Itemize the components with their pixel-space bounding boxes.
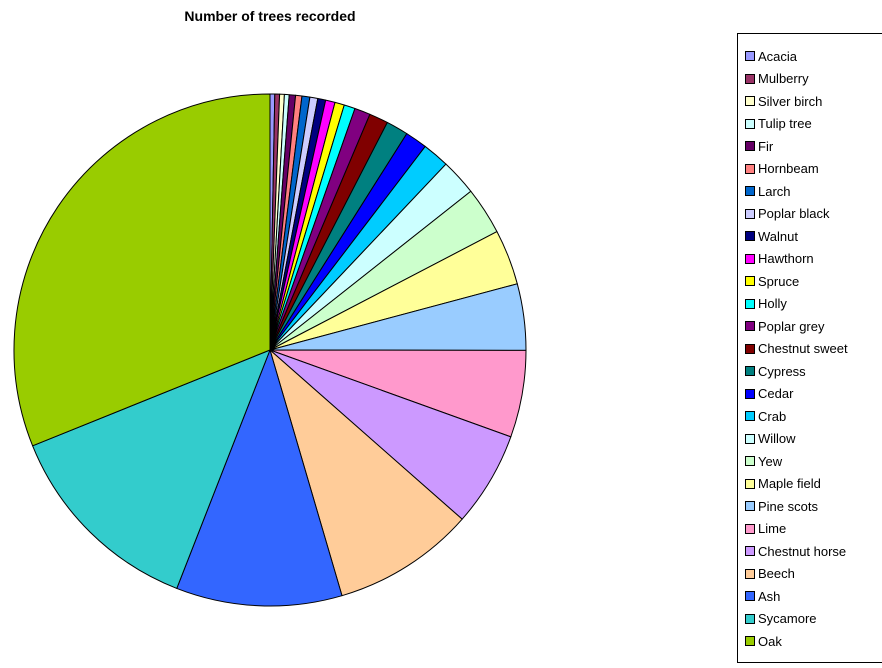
legend-swatch [745, 298, 755, 309]
legend-item: Hornbeam [745, 159, 819, 179]
legend-swatch [745, 411, 755, 421]
legend-swatch [745, 343, 755, 354]
legend-item: Spruce [745, 271, 799, 291]
legend: Acacia Mulberry Silver birch Tulip tree Fir H… [737, 33, 882, 663]
legend-item: Sycamore [745, 609, 817, 629]
legend-swatch [745, 523, 755, 534]
legend-item: Willow [745, 429, 796, 449]
legend-label: Chestnut horse [758, 543, 847, 559]
legend-item: Chestnut sweet [745, 339, 848, 359]
legend-swatch [745, 456, 755, 466]
legend-swatch [745, 433, 755, 444]
legend-label: Sycamore [758, 611, 817, 626]
legend-label: Oak [758, 633, 782, 649]
legend-label: Maple field [758, 476, 821, 491]
legend-swatch [745, 186, 755, 196]
legend-swatch [745, 591, 755, 601]
legend-item: Mulberry [745, 69, 809, 89]
pie-slice-ash [176, 349, 343, 607]
legend-item: Chestnut horse [745, 541, 846, 561]
legend-swatch [745, 51, 755, 61]
legend-swatch [745, 96, 755, 106]
legend-label: Ash [758, 588, 781, 604]
legend-swatch [745, 321, 755, 331]
legend-item: Walnut [745, 226, 798, 246]
legend-label: Mulberry [758, 71, 809, 86]
legend-item: Cedar [745, 384, 793, 404]
legend-swatch [745, 118, 755, 129]
legend-label: Beech [758, 566, 795, 581]
legend-label: Cedar [758, 386, 794, 401]
legend-item: Crab [745, 406, 786, 426]
legend-label: Fir [758, 138, 774, 154]
legend-swatch [745, 546, 755, 556]
legend-swatch [745, 501, 755, 511]
legend-label: Spruce [758, 273, 800, 289]
legend-label: Acacia [758, 48, 798, 64]
chart-title: Number of trees recorded [184, 8, 356, 24]
legend-swatch [745, 636, 755, 646]
legend-swatch [745, 478, 755, 489]
legend-swatch [745, 388, 755, 399]
legend-label: Yew [758, 453, 783, 469]
legend-item: Maple field [745, 474, 821, 494]
pie-slice-beech [269, 349, 463, 597]
legend-swatch [745, 568, 755, 579]
legend-label: Chestnut sweet [758, 341, 848, 356]
legend-item: Larch [745, 181, 791, 201]
legend-item: Beech [745, 564, 795, 584]
legend-label: Holly [758, 296, 787, 311]
legend-swatch [745, 208, 755, 219]
legend-item: Tulip tree [745, 114, 812, 134]
legend-item: Cypress [745, 361, 806, 381]
legend-item: Ash [745, 586, 780, 606]
legend-item: Poplar grey [745, 316, 824, 336]
pie-slice-oak [13, 93, 271, 447]
legend-label: Poplar black [758, 206, 830, 221]
legend-label: Pine scots [758, 498, 818, 514]
legend-swatch [745, 253, 755, 264]
legend-item: Lime [745, 519, 786, 539]
legend-item: Acacia [745, 46, 797, 66]
legend-item: Holly [745, 294, 787, 314]
legend-label: Cypress [758, 363, 806, 379]
legend-label: Lime [758, 521, 787, 536]
legend-item: Poplar black [745, 204, 830, 224]
legend-swatch [745, 613, 755, 624]
pie-slice-sycamore [32, 349, 271, 589]
legend-item: Pine scots [745, 496, 818, 516]
legend-item: Fir [745, 136, 773, 156]
legend-swatch [745, 163, 755, 174]
legend-label: Walnut [758, 228, 798, 244]
legend-swatch [745, 276, 755, 286]
legend-label: Hornbeam [758, 161, 819, 176]
legend-item: Yew [745, 451, 782, 471]
legend-label: Willow [758, 431, 796, 446]
legend-swatch [745, 231, 755, 241]
legend-label: Hawthorn [758, 251, 814, 266]
legend-label: Silver birch [758, 93, 823, 109]
legend-item: Hawthorn [745, 249, 814, 269]
legend-label: Crab [758, 408, 787, 424]
legend-item: Oak [745, 631, 782, 651]
legend-label: Poplar grey [758, 318, 825, 334]
legend-swatch [745, 141, 755, 151]
legend-item: Silver birch [745, 91, 822, 111]
legend-swatch [745, 366, 755, 376]
legend-swatch [745, 73, 755, 84]
legend-label: Larch [758, 183, 791, 199]
legend-label: Tulip tree [758, 116, 812, 131]
